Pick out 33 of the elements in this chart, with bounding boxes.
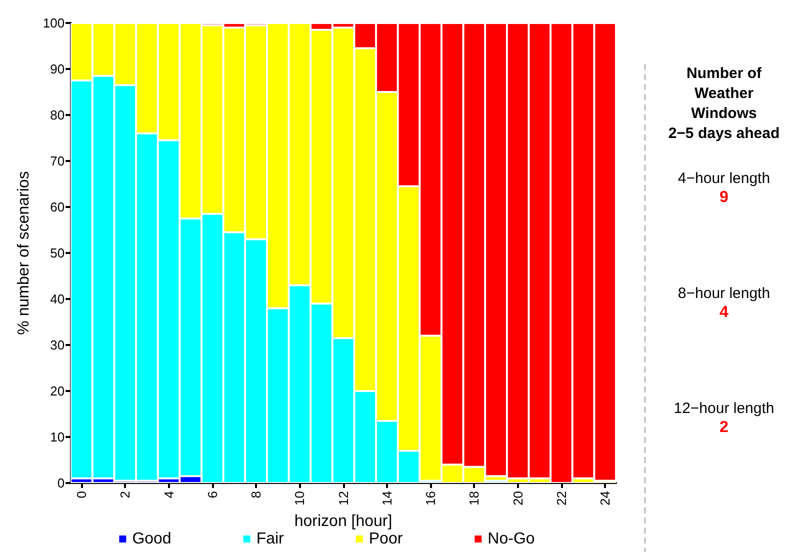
- text: Number of Weather Windows 2−5 days ahead: [667, 64, 781, 144]
- x-tick-label: 0: [74, 491, 89, 498]
- x-tick-label: 16: [423, 491, 438, 506]
- y-axis-title: % number of scenarios: [16, 171, 32, 335]
- x-tick-label: 2: [118, 491, 133, 498]
- x-tick-label: 4: [161, 491, 176, 498]
- y-tick-label: 80: [50, 108, 65, 122]
- x-tick-label: 14: [379, 491, 394, 506]
- y-tick-label: 40: [50, 292, 65, 306]
- text: 4−hour length 9: [676, 170, 772, 207]
- y-tick-label: 90: [50, 62, 65, 76]
- y-tick-label: 100: [42, 16, 65, 30]
- text: 8−hour length 4: [676, 285, 772, 322]
- y-tick-label: 50: [50, 246, 65, 260]
- x-tick-label: 12: [336, 491, 351, 506]
- legend-label: Fair: [256, 530, 285, 548]
- x-tick-label: 8: [248, 491, 264, 498]
- y-tick-label: 20: [50, 384, 65, 398]
- x-tick-label: 22: [554, 491, 569, 506]
- legend-label: Good: [132, 530, 172, 548]
- text: 12−hour length 2: [672, 400, 776, 437]
- x-axis-title: horizon [hour]: [294, 512, 392, 530]
- x-tick-label: 18: [466, 491, 482, 506]
- y-tick-label: 70: [50, 154, 65, 168]
- legend-label: No-Go: [488, 530, 535, 548]
- x-tick-label: 20: [510, 491, 526, 506]
- x-tick-label: 6: [204, 491, 220, 498]
- x-tick-label: 10: [292, 491, 308, 506]
- y-tick-label: 30: [50, 338, 65, 352]
- y-tick-label: 60: [50, 200, 65, 214]
- legend-label: Poor: [368, 530, 404, 548]
- x-tick-label: 24: [598, 491, 613, 506]
- y-tick-label: 10: [50, 430, 65, 444]
